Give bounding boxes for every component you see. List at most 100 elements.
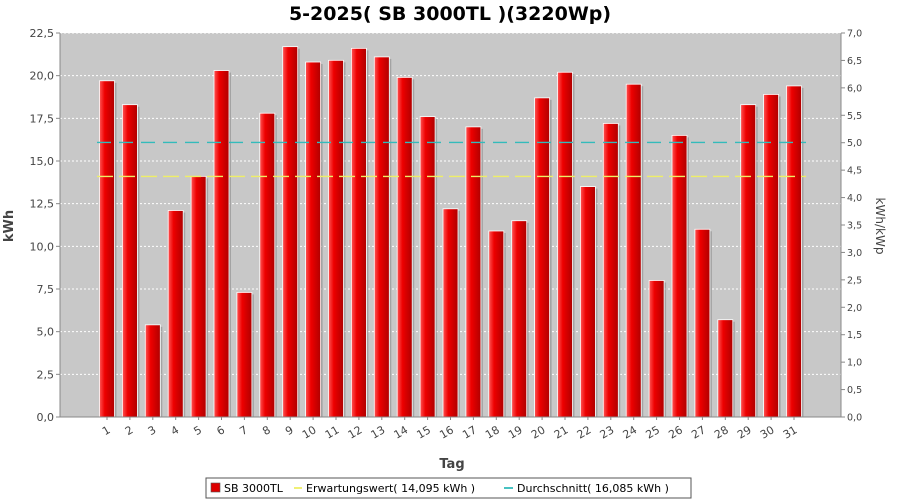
- y-axis-right-ticks: 0,0 0,5 1,0 1,5 2,0 2,5 3,0 3,5 4,0 4,5 5,0 5,5 6,0 6…: [841, 29, 862, 424]
- x-tick-label: 15: [414, 423, 433, 441]
- bar: [328, 59, 344, 418]
- bar: [580, 186, 596, 418]
- x-tick-label: 18: [483, 423, 502, 441]
- bar: [373, 56, 390, 418]
- x-tick-label: 31: [781, 423, 800, 441]
- x-tick-label: 16: [437, 423, 456, 441]
- bar: [442, 208, 459, 418]
- y-right-tick-label: 5,5: [847, 111, 862, 122]
- y-right-tick-label: 7,0: [847, 29, 862, 40]
- legend-box: [205, 477, 692, 499]
- x-axis-ticks: 1 2 3 4 5 6 7 8 9 10 11 12 13 14 15 16 17 18 19 20 21 22 23 24 2…: [100, 417, 800, 442]
- x-tick-label: 13: [369, 423, 388, 441]
- x-tick-label: 5: [192, 423, 205, 438]
- y-right-tick-label: 0,0: [847, 413, 862, 424]
- y-tick-label: 7,5: [37, 283, 55, 296]
- bar: [282, 46, 299, 418]
- x-tick-label: 25: [643, 423, 662, 441]
- bar: [740, 104, 757, 418]
- x-tick-label: 2: [123, 423, 136, 438]
- x-tick-label: 12: [346, 423, 365, 441]
- x-axis-label: Tag: [439, 457, 464, 472]
- x-tick-label: 28: [712, 423, 731, 441]
- bar: [144, 324, 161, 418]
- x-tick-label: 21: [552, 423, 571, 441]
- bar: [694, 228, 711, 418]
- bar: [190, 175, 207, 418]
- bar: [534, 97, 550, 418]
- x-tick-label: 26: [666, 423, 685, 441]
- bar: [648, 280, 665, 418]
- y-tick-label: 0,0: [37, 411, 55, 424]
- y-right-tick-label: 0,5: [847, 385, 862, 396]
- bar: [99, 80, 115, 418]
- chart-title: 5-2025( SB 3000TL )(3220Wp): [289, 3, 611, 25]
- y-right-tick-label: 6,0: [847, 83, 862, 94]
- y-axis-right-label: kWh/kWp: [873, 198, 887, 255]
- x-tick-label: 27: [689, 423, 708, 441]
- x-tick-label: 7: [237, 423, 250, 438]
- x-tick-label: 22: [575, 423, 594, 441]
- y-right-tick-label: 4,5: [847, 166, 862, 177]
- y-right-tick-label: 1,5: [847, 330, 862, 341]
- y-tick-label: 10,0: [30, 240, 55, 253]
- x-tick-label: 24: [621, 423, 640, 441]
- bar: [122, 104, 138, 418]
- bar: [213, 70, 230, 418]
- y-axis-ticks: 0,0 2,5 5,0 7,5 10,0 12,5 15,0 17,5 20,0 22,5: [30, 27, 60, 424]
- x-tick-label: 11: [323, 423, 342, 441]
- bar: [625, 83, 642, 418]
- bar: [488, 230, 505, 418]
- bar: [671, 134, 688, 418]
- y-tick-label: 22,5: [30, 27, 55, 40]
- y-tick-label: 20,0: [30, 70, 55, 83]
- y-right-tick-label: 4,0: [847, 193, 862, 204]
- y-tick-label: 12,5: [30, 198, 55, 211]
- y-right-tick-label: 6,5: [847, 56, 862, 67]
- bar: [259, 112, 276, 418]
- bar: [465, 126, 482, 418]
- bar: [396, 76, 413, 418]
- y-right-tick-label: 3,0: [847, 248, 862, 259]
- x-tick-label: 23: [598, 423, 617, 441]
- x-tick-label: 14: [392, 423, 411, 441]
- bar: [602, 123, 619, 418]
- bar: [350, 47, 367, 418]
- x-tick-label: 20: [529, 423, 548, 441]
- bar: [511, 220, 528, 418]
- legend-label: Durchschnitt( 16,085 kWh ): [517, 482, 669, 495]
- y-axis-label: kWh: [2, 210, 17, 242]
- x-tick-label: 8: [260, 423, 273, 438]
- bars: [99, 46, 804, 418]
- bar: [786, 85, 802, 418]
- x-tick-label: 9: [283, 423, 296, 438]
- reference-lines: [97, 141, 806, 178]
- y-tick-label: 2,5: [37, 368, 55, 381]
- bar: [236, 292, 253, 418]
- x-tick-label: 3: [146, 423, 159, 438]
- legend-label: SB 3000TL: [224, 482, 284, 495]
- x-tick-label: 17: [460, 423, 479, 441]
- x-tick-label: 1: [100, 423, 113, 438]
- bar: [305, 61, 322, 418]
- y-right-tick-label: 2,0: [847, 303, 862, 314]
- y-right-tick-label: 3,5: [847, 221, 862, 232]
- legend-label: Erwartungswert( 14,095 kWh ): [306, 482, 475, 495]
- x-tick-label: 10: [300, 423, 319, 441]
- bar: [557, 71, 573, 418]
- y-right-tick-label: 1,0: [847, 358, 862, 369]
- x-tick-label: 19: [506, 423, 525, 441]
- legend-swatch-bar: [210, 482, 221, 493]
- x-tick-label: 6: [214, 423, 227, 438]
- x-tick-label: 29: [735, 423, 754, 441]
- bar: [167, 210, 184, 418]
- y-tick-label: 17,5: [30, 112, 55, 125]
- x-tick-label: 30: [758, 423, 777, 441]
- y-tick-label: 15,0: [30, 155, 55, 168]
- x-tick-label: 4: [169, 423, 182, 438]
- bar: [717, 319, 734, 418]
- legend: SB 3000TL Erwartungswert( 14,095 kWh ) Dur…: [205, 477, 692, 499]
- bar: [419, 116, 436, 418]
- y-right-tick-label: 2,5: [847, 275, 862, 286]
